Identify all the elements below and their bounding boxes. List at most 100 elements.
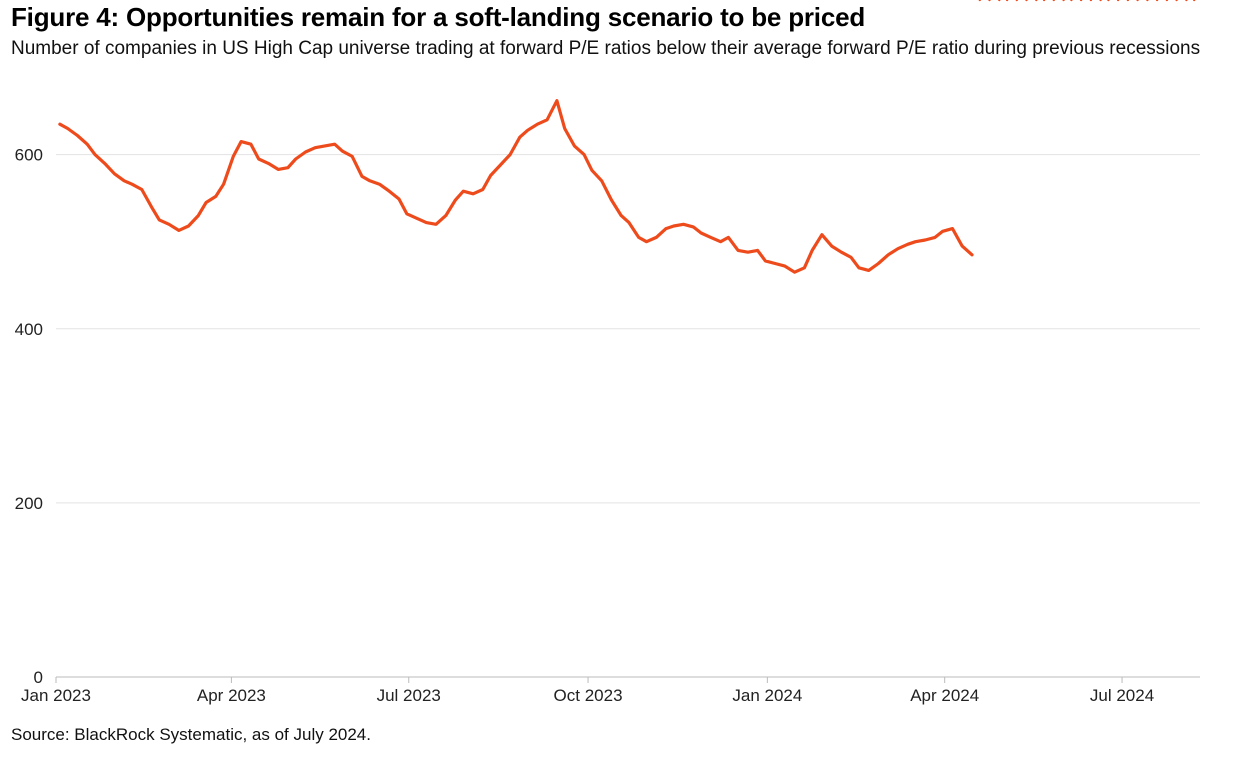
data-point	[368, 179, 371, 182]
data-point	[867, 269, 870, 272]
data-point	[415, 217, 418, 220]
data-point	[86, 143, 89, 146]
data-point	[1193, 0, 1196, 2]
data-point	[1070, 0, 1073, 2]
data-point	[1005, 0, 1009, 2]
data-point	[214, 195, 217, 198]
data-point	[555, 99, 559, 102]
data-point	[1089, 0, 1093, 2]
series-line	[58, 99, 974, 274]
data-point	[405, 212, 408, 215]
data-point	[906, 243, 909, 246]
data-point	[620, 214, 623, 217]
data-point	[388, 190, 391, 193]
data-point	[978, 0, 981, 2]
data-point	[304, 150, 307, 154]
data-point	[1015, 0, 1018, 2]
data-point	[736, 249, 740, 252]
x-tick-label: Jan 2023	[21, 686, 91, 705]
data-point	[1116, 0, 1120, 2]
data-point	[333, 143, 336, 146]
data-point	[719, 240, 722, 243]
y-tick-label: 200	[15, 494, 43, 513]
data-point	[239, 140, 243, 143]
data-point	[58, 123, 62, 126]
x-tick-label: Oct 2023	[554, 686, 623, 705]
data-point	[103, 162, 106, 165]
data-point	[323, 144, 327, 148]
data-point	[360, 175, 364, 178]
data-point	[637, 236, 640, 239]
data-point	[444, 214, 447, 217]
data-point	[286, 166, 290, 169]
data-point	[756, 249, 759, 252]
data-point	[351, 155, 354, 158]
data-point	[434, 223, 438, 226]
chart-title: Figure 4: Opportunities remain for a sof…	[11, 2, 866, 32]
data-point	[998, 0, 1001, 2]
data-point	[499, 163, 502, 167]
y-tick-label: 400	[15, 320, 43, 339]
data-point	[857, 266, 861, 269]
data-point	[933, 236, 937, 239]
data-point	[1052, 0, 1055, 2]
data-point	[820, 233, 824, 236]
data-point	[1062, 0, 1065, 2]
data-point	[1165, 0, 1169, 2]
data-point	[1025, 0, 1028, 2]
y-axis-ticks: 0 200 400 600	[15, 146, 43, 687]
data-point	[518, 136, 521, 139]
x-tick-label: Apr 2024	[910, 686, 979, 705]
y-tick-label: 600	[15, 146, 43, 165]
data-point	[158, 218, 161, 222]
data-point	[314, 146, 317, 149]
source-note: Source: BlackRock Systematic, as of July…	[11, 725, 371, 744]
data-point	[573, 144, 576, 148]
data-point	[232, 155, 235, 158]
x-axis-ticks: Jan 2023 Apr 2023 Jul 2023 Oct 2023 Jan 2024…	[21, 677, 1154, 705]
data-point	[682, 223, 685, 226]
data-point	[204, 201, 208, 204]
data-point	[76, 134, 79, 137]
data-point	[1185, 0, 1188, 2]
data-point	[655, 236, 658, 239]
data-point	[454, 198, 457, 202]
data-point	[177, 229, 180, 232]
data-point	[1155, 0, 1159, 2]
data-point	[545, 118, 549, 122]
data-point	[988, 0, 991, 2]
x-tick-label: Jul 2024	[1090, 686, 1154, 705]
data-point	[93, 153, 97, 156]
x-tick-label: Jan 2024	[732, 686, 802, 705]
data-point	[123, 179, 126, 182]
data-point	[610, 198, 613, 202]
x-tick-label: Apr 2023	[197, 686, 266, 705]
data-point	[664, 227, 668, 230]
data-point	[481, 188, 484, 191]
data-point	[341, 150, 344, 153]
data-point	[277, 168, 280, 171]
x-tick-label: Jul 2023	[377, 686, 441, 705]
data-point	[1099, 0, 1102, 2]
data-point	[130, 183, 134, 186]
data-point	[914, 240, 917, 243]
data-point	[489, 174, 492, 177]
data-point	[590, 169, 594, 172]
data-point	[709, 236, 712, 239]
data-point	[249, 143, 253, 146]
data-point	[1035, 0, 1038, 2]
data-point	[840, 251, 843, 254]
data-point	[140, 188, 143, 191]
y-tick-label: 0	[34, 668, 43, 687]
data-point	[727, 236, 730, 239]
data-point	[896, 247, 900, 250]
series-layer	[58, 0, 1196, 274]
data-point	[699, 231, 703, 235]
data-point	[222, 183, 225, 186]
data-point	[1175, 0, 1178, 2]
data-point	[1126, 0, 1130, 2]
data-point	[1079, 0, 1083, 2]
data-point	[830, 244, 833, 248]
data-point	[462, 190, 465, 193]
